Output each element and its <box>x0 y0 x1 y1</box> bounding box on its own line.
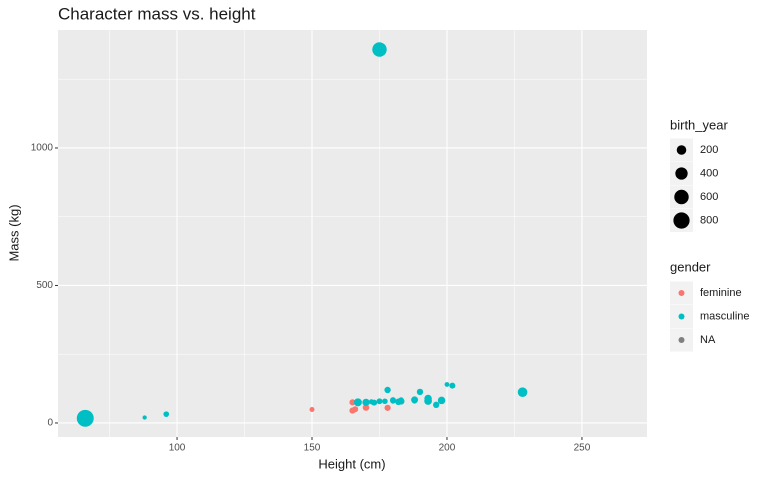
x-tick-label: 100 <box>169 443 186 454</box>
x-tick-label: 150 <box>304 443 321 454</box>
legend-label: NA <box>700 334 716 346</box>
x-tick-label: 250 <box>574 443 591 454</box>
legend-color-marker <box>678 337 685 343</box>
legend-label: 800 <box>700 214 718 226</box>
legend-color-marker <box>678 313 685 320</box>
legend-label: 600 <box>700 191 718 203</box>
point <box>411 398 418 404</box>
point <box>432 401 440 409</box>
size-legend-title: birth_year <box>670 117 728 132</box>
point <box>384 386 391 394</box>
point <box>362 404 370 411</box>
point <box>142 415 147 420</box>
legend-label: 400 <box>700 167 718 179</box>
point <box>309 406 315 413</box>
point <box>384 404 391 411</box>
plot-panel <box>58 30 647 437</box>
legend-label: feminine <box>700 287 742 299</box>
y-tick-label: 0 <box>47 418 53 429</box>
point <box>382 398 388 405</box>
point <box>352 406 359 413</box>
legend-size-marker <box>673 212 690 229</box>
point <box>376 398 383 405</box>
chart-title: Character mass vs. height <box>58 4 256 23</box>
point <box>444 382 450 387</box>
point <box>353 398 362 407</box>
legend-color-marker <box>678 290 685 296</box>
point <box>371 399 378 406</box>
x-axis-title: Height (cm) <box>318 456 385 471</box>
point <box>424 397 432 405</box>
x-tick-label: 200 <box>439 443 456 454</box>
y-tick-label: 500 <box>36 280 53 291</box>
point <box>517 387 528 397</box>
y-axis-title: Mass (kg) <box>6 204 21 261</box>
legend-label: masculine <box>700 310 750 322</box>
point <box>163 411 170 418</box>
point <box>449 382 456 389</box>
point <box>349 399 356 406</box>
legend-size-marker <box>676 145 687 155</box>
point <box>389 397 396 404</box>
point <box>363 399 369 405</box>
legend-size-marker <box>675 167 688 180</box>
point <box>76 409 94 427</box>
point <box>437 396 446 405</box>
legend-size-marker <box>674 189 689 205</box>
point <box>416 388 424 396</box>
color-legend-title: gender <box>670 259 711 274</box>
point <box>397 397 405 405</box>
legend-label: 200 <box>700 144 718 156</box>
y-tick-label: 1000 <box>31 143 54 154</box>
point <box>372 42 387 57</box>
